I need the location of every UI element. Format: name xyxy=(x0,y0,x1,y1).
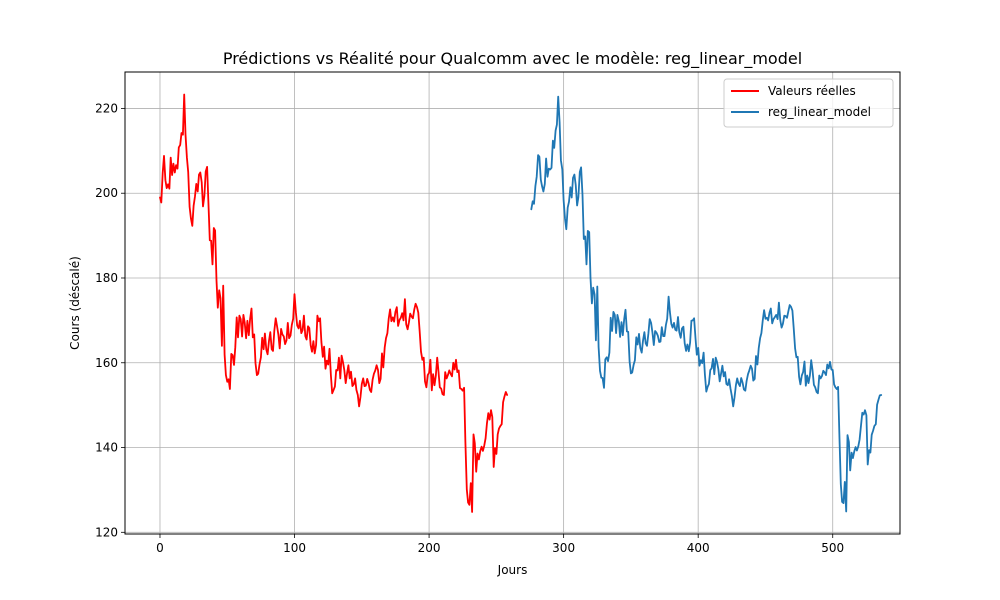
x-axis: 0 100 200 300 400 500 xyxy=(156,534,844,555)
x-tick-label: 300 xyxy=(552,541,575,555)
series-line-valeurs-reelles xyxy=(159,93,509,513)
grid xyxy=(125,72,900,534)
y-tick-label: 120 xyxy=(95,525,118,539)
x-tick-label: 100 xyxy=(283,541,306,555)
x-tick-label: 400 xyxy=(687,541,710,555)
plot-area xyxy=(125,72,900,534)
legend-label-reg-linear-model: reg_linear_model xyxy=(768,105,871,119)
y-tick-label: 200 xyxy=(95,186,118,200)
series-layer xyxy=(159,93,883,513)
y-tick-label: 220 xyxy=(95,101,118,115)
x-tick-label: 0 xyxy=(156,541,164,555)
x-tick-label: 500 xyxy=(821,541,844,555)
chart-title: Prédictions vs Réalité pour Qualcomm ave… xyxy=(223,49,802,69)
y-tick-label: 160 xyxy=(95,356,118,370)
series-line-reg-linear-model xyxy=(530,95,883,513)
x-tick-label: 200 xyxy=(418,541,441,555)
y-axis-label: Cours (déscalé) xyxy=(68,256,82,350)
y-tick-label: 180 xyxy=(95,271,118,285)
plot-frame xyxy=(124,71,901,535)
y-tick-label: 140 xyxy=(95,441,118,455)
y-axis: 120 140 160 180 200 220 xyxy=(95,101,125,539)
legend-box xyxy=(723,78,894,128)
x-axis-label: Jours xyxy=(497,563,528,577)
legend: Valeurs réelles reg_linear_model xyxy=(723,78,894,128)
legend-label-valeurs-reelles: Valeurs réelles xyxy=(768,84,856,98)
